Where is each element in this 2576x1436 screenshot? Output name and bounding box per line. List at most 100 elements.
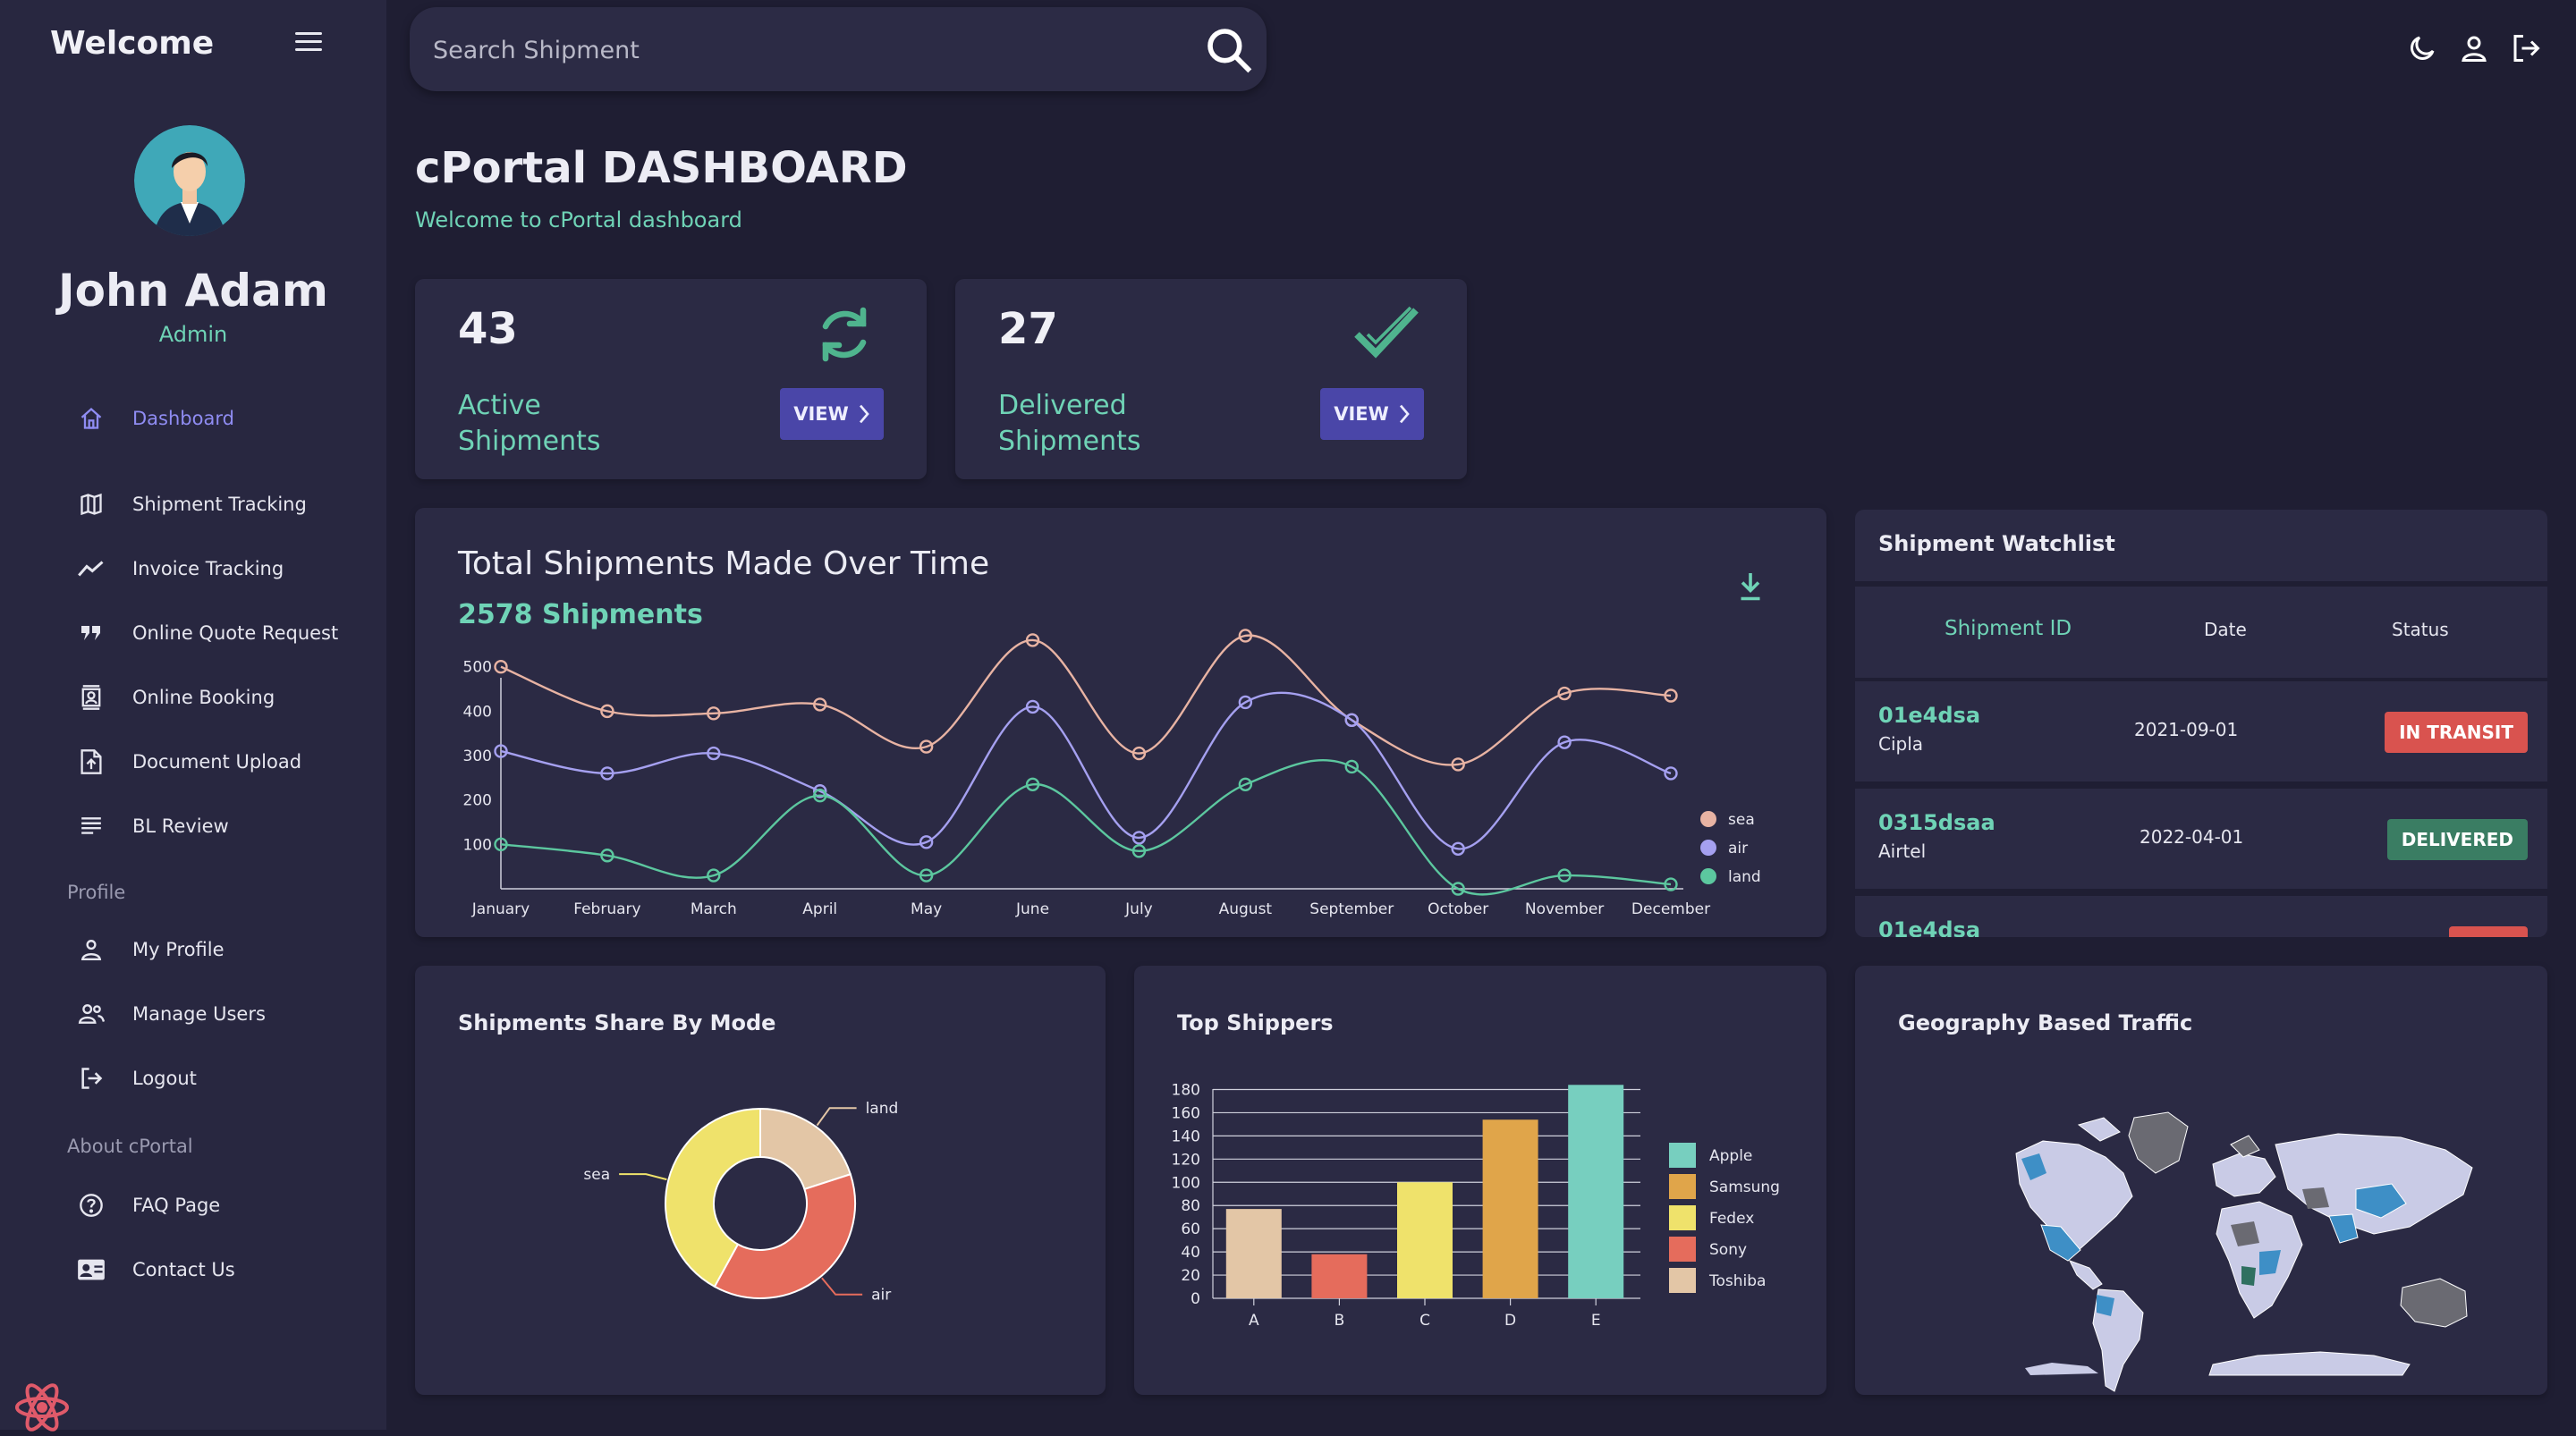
data-point-sea — [1025, 633, 1040, 647]
pie-label-land: land — [866, 1100, 899, 1118]
world-map[interactable] — [1855, 966, 2547, 1395]
x-tick-label: June — [1015, 900, 1049, 918]
col-shipment-id: Shipment ID — [1945, 617, 2072, 640]
y-tick-label: 200 — [463, 792, 492, 810]
nav-contact-us-label: Contact Us — [132, 1259, 235, 1280]
view-active-shipments-button[interactable]: VIEW — [780, 388, 884, 440]
nav-invoice-tracking[interactable]: Invoice Tracking — [75, 551, 284, 587]
pie-leader-sea — [619, 1173, 667, 1181]
hamburger-menu-icon[interactable] — [295, 32, 322, 55]
user-account-icon[interactable] — [2458, 32, 2490, 64]
nav-online-booking[interactable]: Online Booking — [75, 680, 275, 715]
status-badge: DELIVERED — [2386, 819, 2528, 860]
legend-swatch-sea — [1700, 811, 1716, 827]
sidebar-welcome: Welcome — [50, 25, 215, 62]
active-label-line1: Active — [458, 390, 541, 421]
data-point-land — [1664, 877, 1678, 891]
x-tick-label: B — [1335, 1312, 1345, 1330]
x-tick-label: August — [1219, 900, 1273, 918]
nav-manage-users[interactable]: Manage Users — [75, 996, 266, 1032]
bar-D — [1482, 1119, 1538, 1298]
col-date: Date — [2204, 619, 2247, 640]
nav-dashboard[interactable]: Dashboard — [75, 401, 234, 436]
watchlist-title: Shipment Watchlist — [1878, 531, 2115, 556]
table-row[interactable]: 0315dsaa Airtel 2022-04-01 DELIVERED — [1855, 789, 2547, 889]
nav-document-upload[interactable]: Document Upload — [75, 744, 301, 780]
table-row[interactable]: 01e4dsa — [1855, 896, 2547, 937]
person-icon — [75, 933, 107, 966]
nav-shipment-tracking[interactable]: Shipment Tracking — [75, 486, 307, 522]
data-point-air — [1025, 699, 1040, 714]
x-tick-label: April — [802, 900, 837, 918]
chevron-right-icon — [1399, 404, 1410, 424]
x-tick-label: D — [1504, 1312, 1516, 1330]
chevron-right-icon — [859, 404, 869, 424]
data-point-sea — [707, 706, 721, 721]
active-label-line2: Shipments — [458, 426, 601, 457]
data-point-air — [813, 784, 827, 798]
home-icon — [75, 402, 107, 435]
data-point-land — [1025, 777, 1040, 792]
help-icon — [75, 1189, 107, 1221]
data-point-air — [1557, 735, 1572, 749]
nav-my-profile-label: My Profile — [132, 939, 225, 960]
nav-faq-page[interactable]: FAQ Page — [75, 1187, 220, 1223]
data-point-sea — [1238, 629, 1253, 643]
x-tick-label: July — [1124, 900, 1153, 918]
pie-slice-sea — [665, 1107, 761, 1288]
data-point-air — [1344, 713, 1359, 728]
y-tick-label: 60 — [1181, 1221, 1200, 1238]
logout-top-icon[interactable] — [2510, 32, 2542, 64]
view-delivered-label: VIEW — [1334, 403, 1389, 425]
nav-logout-label: Logout — [132, 1068, 197, 1089]
user-role: Admin — [158, 322, 228, 347]
contact-card-icon — [75, 1254, 107, 1286]
delivered-label: Delivered Shipments — [998, 388, 1141, 460]
data-point-sea — [600, 704, 614, 719]
row-shipment-id: 01e4dsa — [1878, 917, 1981, 937]
data-point-land — [1451, 882, 1465, 896]
legend-label-fedex: Fedex — [1709, 1210, 1754, 1228]
col-status: Status — [2392, 619, 2449, 640]
legend-swatch-apple — [1669, 1143, 1696, 1168]
list-review-icon — [75, 810, 107, 842]
y-tick-label: 80 — [1181, 1197, 1200, 1215]
x-tick-label: C — [1419, 1312, 1430, 1330]
sidebar: Welcome John Adam Admin Dashboard Shipme… — [0, 0, 386, 1432]
search-icon[interactable] — [1204, 25, 1254, 75]
x-tick-label: January — [471, 900, 530, 918]
legend-label-apple: Apple — [1709, 1147, 1752, 1165]
row-shipment-id: 0315dsaa — [1878, 810, 1996, 835]
nav-bl-review[interactable]: BL Review — [75, 808, 229, 844]
nav-contact-us[interactable]: Contact Us — [75, 1252, 235, 1288]
data-point-air — [1664, 766, 1678, 781]
document-upload-icon — [75, 746, 107, 778]
legend-label-air: air — [1728, 840, 1748, 857]
data-point-air — [600, 766, 614, 781]
search-input[interactable] — [431, 27, 1150, 73]
y-tick-label: 160 — [1172, 1104, 1200, 1122]
refresh-icon — [812, 302, 877, 367]
download-icon[interactable] — [1737, 570, 1764, 603]
x-tick-label: February — [573, 900, 640, 918]
row-date: 2021-09-01 — [2134, 719, 2239, 740]
x-tick-label: December — [1631, 900, 1710, 918]
nav-online-quote-request[interactable]: Online Quote Request — [75, 615, 338, 651]
view-delivered-shipments-button[interactable]: VIEW — [1320, 388, 1424, 440]
trend-line-icon — [75, 553, 107, 585]
x-tick-label: A — [1249, 1312, 1259, 1330]
active-count: 43 — [458, 304, 518, 354]
stat-card-active: 43 Active Shipments VIEW — [415, 279, 927, 479]
data-point-sea — [1664, 688, 1678, 703]
table-row[interactable]: 01e4dsa Cipla 2021-09-01 IN TRANSIT — [1855, 681, 2547, 781]
legend-label-samsung: Samsung — [1709, 1178, 1780, 1196]
nav-logout[interactable]: Logout — [75, 1060, 197, 1096]
x-tick-label: March — [691, 900, 737, 918]
series-line-air — [500, 691, 1672, 850]
quote-icon — [75, 617, 107, 649]
nav-my-profile[interactable]: My Profile — [75, 932, 225, 967]
page-title: cPortal DASHBOARD — [415, 143, 908, 193]
nav-faq-page-label: FAQ Page — [132, 1195, 221, 1216]
legend-label-toshiba: Toshiba — [1708, 1272, 1766, 1290]
dark-mode-moon-icon[interactable] — [2406, 32, 2438, 64]
